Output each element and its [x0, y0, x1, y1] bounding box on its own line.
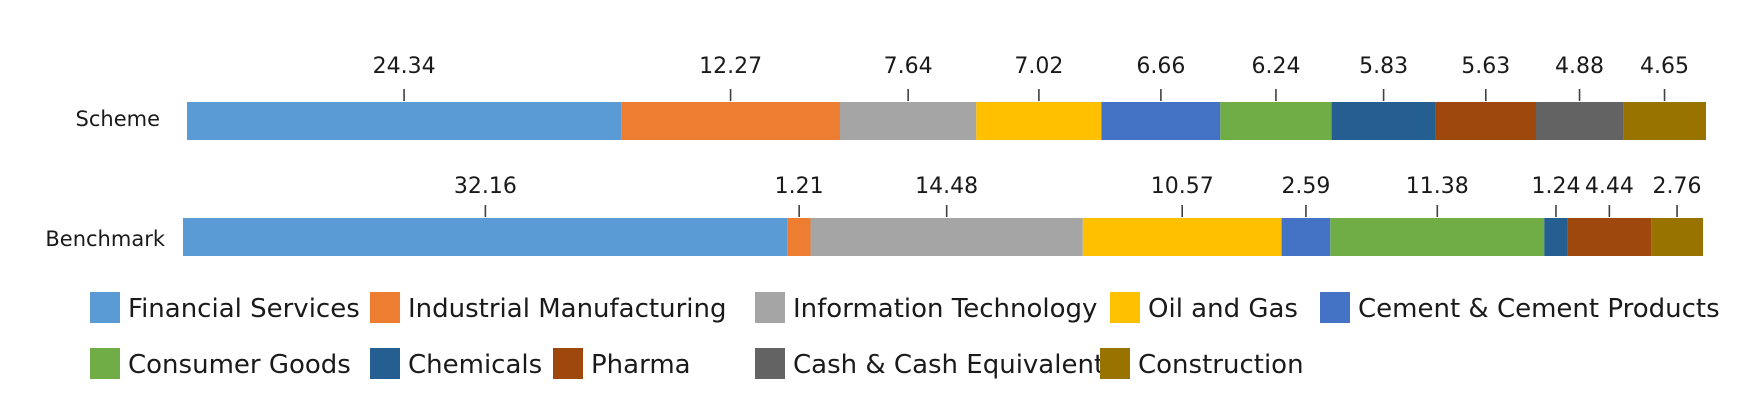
bar-segment-benchmark-industrial-manufacturing: [787, 218, 811, 256]
bar-segment-scheme-construction: [1623, 102, 1706, 140]
bar-segment-scheme-financial-services: [187, 102, 622, 140]
data-label-benchmark-financial-services: 32.16: [454, 174, 517, 199]
legend-swatch-construction: [1100, 348, 1130, 379]
legend-item-consumer-goods: Consumer Goods: [90, 348, 351, 380]
legend-swatch-cement-and-cement-products: [1320, 292, 1350, 323]
bar-segment-scheme-pharma: [1435, 102, 1537, 140]
data-label-benchmark-oil-and-gas: 10.57: [1151, 174, 1214, 199]
legend-label-construction: Construction: [1138, 350, 1304, 380]
legend-label-pharma: Pharma: [591, 350, 691, 380]
bar-segment-scheme-cement-and-cement-products: [1101, 102, 1221, 140]
data-label-benchmark-industrial-manufacturing: 1.21: [775, 174, 824, 199]
category-label-benchmark: Benchmark: [45, 227, 165, 251]
plot-area: Scheme 24.34 12.27 7.64 7.02 6.66 6.24 5.83 5.63…: [45, 54, 1706, 256]
bar-segment-scheme-oil-and-gas: [976, 102, 1102, 140]
legend-item-oil-and-gas: Oil and Gas: [1110, 292, 1298, 324]
data-label-scheme-industrial-manufacturing: 12.27: [699, 54, 762, 79]
data-label-scheme-financial-services: 24.34: [373, 54, 436, 79]
legend-swatch-information-technology: [755, 292, 785, 323]
bar-segment-scheme-information-technology: [840, 102, 977, 140]
data-label-scheme-pharma: 5.63: [1461, 54, 1510, 79]
legend: Financial Services Industrial Manufacturi…: [90, 292, 1720, 380]
data-label-scheme-cement-and-cement-products: 6.66: [1136, 54, 1185, 79]
legend-item-financial-services: Financial Services: [90, 292, 360, 324]
bar-segment-benchmark-information-technology: [810, 218, 1083, 256]
bar-segment-benchmark-oil-and-gas: [1082, 218, 1282, 256]
bar-segment-benchmark-chemicals: [1544, 218, 1568, 256]
bar-segment-benchmark-consumer-goods: [1330, 218, 1545, 256]
data-label-scheme-oil-and-gas: 7.02: [1014, 54, 1063, 79]
legend-item-industrial-manufacturing: Industrial Manufacturing: [370, 292, 726, 324]
legend-label-consumer-goods: Consumer Goods: [128, 350, 351, 380]
data-label-benchmark-construction: 2.76: [1653, 174, 1702, 199]
legend-item-pharma: Pharma: [553, 348, 691, 380]
data-label-scheme-cash-and-cash-equivalent: 4.88: [1555, 54, 1604, 79]
legend-item-information-technology: Information Technology: [755, 292, 1097, 324]
legend-swatch-industrial-manufacturing: [370, 292, 400, 323]
legend-label-information-technology: Information Technology: [793, 294, 1097, 324]
data-label-scheme-information-technology: 7.64: [884, 54, 933, 79]
legend-label-cash-and-cash-equivalent: Cash & Cash Equivalent: [793, 350, 1104, 380]
legend-swatch-pharma: [553, 348, 583, 379]
data-label-benchmark-cement-and-cement-products: 2.59: [1281, 174, 1330, 199]
legend-swatch-oil-and-gas: [1110, 292, 1140, 323]
legend-swatch-financial-services: [90, 292, 120, 323]
legend-label-cement-and-cement-products: Cement & Cement Products: [1358, 294, 1720, 324]
data-label-benchmark-pharma: 4.44: [1585, 174, 1634, 199]
data-label-scheme-construction: 4.65: [1640, 54, 1689, 79]
category-label-scheme: Scheme: [76, 107, 160, 131]
legend-item-cement-and-cement-products: Cement & Cement Products: [1320, 292, 1720, 324]
data-label-scheme-consumer-goods: 6.24: [1251, 54, 1300, 79]
bar-segment-scheme-cash-and-cash-equivalent: [1536, 102, 1624, 140]
legend-swatch-cash-and-cash-equivalent: [755, 348, 785, 379]
legend-item-chemicals: Chemicals: [370, 348, 542, 380]
legend-item-construction: Construction: [1100, 348, 1304, 380]
data-label-benchmark-chemicals: 1.24: [1531, 174, 1580, 199]
data-label-benchmark-consumer-goods: 11.38: [1406, 174, 1469, 199]
legend-label-oil-and-gas: Oil and Gas: [1148, 294, 1298, 324]
bar-segment-benchmark-construction: [1651, 218, 1703, 256]
data-label-scheme-chemicals: 5.83: [1359, 54, 1408, 79]
bar-segment-benchmark-cement-and-cement-products: [1281, 218, 1331, 256]
legend-label-chemicals: Chemicals: [408, 350, 542, 380]
bar-segment-benchmark-pharma: [1567, 218, 1652, 256]
legend-label-financial-services: Financial Services: [128, 294, 360, 324]
bar-segment-benchmark-financial-services: [183, 218, 788, 256]
legend-item-cash-and-cash-equivalent: Cash & Cash Equivalent: [755, 348, 1104, 380]
bar-segment-scheme-chemicals: [1331, 102, 1436, 140]
legend-swatch-chemicals: [370, 348, 400, 379]
legend-swatch-consumer-goods: [90, 348, 120, 379]
legend-label-industrial-manufacturing: Industrial Manufacturing: [408, 294, 726, 324]
data-label-benchmark-information-technology: 14.48: [915, 174, 978, 199]
bar-segment-scheme-consumer-goods: [1220, 102, 1332, 140]
bar-segment-scheme-industrial-manufacturing: [621, 102, 841, 140]
